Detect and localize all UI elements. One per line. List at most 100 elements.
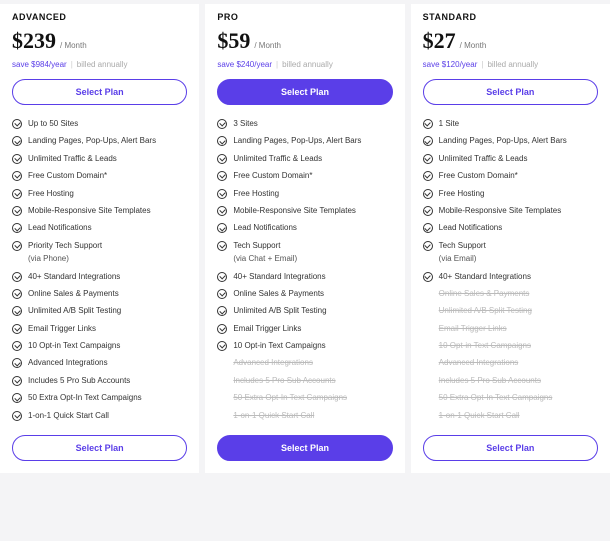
check-icon xyxy=(12,393,22,403)
feature-item: Unlimited A/B Split Testing xyxy=(12,306,187,316)
feature-sub-label: (via Email) xyxy=(439,254,477,264)
feature-item: Includes 5 Pro Sub Accounts xyxy=(423,376,598,386)
feature-item: Free Hosting xyxy=(217,189,392,199)
divider: | xyxy=(276,60,278,69)
feature-item: 1 Site xyxy=(423,119,598,129)
feature-disabled-label: Advanced Integrations xyxy=(439,358,519,368)
feature-item: Unlimited Traffic & Leads xyxy=(217,154,392,164)
feature-label: Free Custom Domain* xyxy=(439,171,518,181)
billed-label: billed annually xyxy=(77,60,128,69)
feature-label: Email Trigger Links xyxy=(28,324,96,334)
feature-disabled-label: Online Sales & Payments xyxy=(439,289,530,299)
feature-label: 40+ Standard Integrations xyxy=(439,272,531,282)
feature-item: Up to 50 Sites xyxy=(12,119,187,129)
check-icon xyxy=(423,241,433,251)
feature-item: Lead Notifications xyxy=(12,223,187,233)
feature-item: Mobile-Responsive Site Templates xyxy=(12,206,187,216)
feature-disabled-label: 50 Extra Opt-In Text Campaigns xyxy=(439,393,553,403)
check-icon xyxy=(217,154,227,164)
select-plan-button-bottom[interactable]: Select Plan xyxy=(217,435,392,461)
feature-label: Unlimited Traffic & Leads xyxy=(439,154,528,164)
feature-item: Tech Support xyxy=(217,241,392,251)
per-month-label: / Month xyxy=(60,41,87,50)
check-icon xyxy=(217,119,227,129)
feature-item: Email Trigger Links xyxy=(423,324,598,334)
price-row: $59/ Month xyxy=(217,28,392,54)
feature-label: Free Custom Domain* xyxy=(28,171,107,181)
feature-item: (via Phone) xyxy=(12,254,187,264)
feature-item: Unlimited A/B Split Testing xyxy=(217,306,392,316)
divider: | xyxy=(481,60,483,69)
feature-item: 10 Opt-in Text Campaigns xyxy=(217,341,392,351)
check-icon xyxy=(12,171,22,181)
save-label: save $120/year xyxy=(423,60,478,69)
check-icon xyxy=(217,189,227,199)
save-label: save $240/year xyxy=(217,60,272,69)
feature-label: Mobile-Responsive Site Templates xyxy=(28,206,151,216)
check-icon xyxy=(12,289,22,299)
divider: | xyxy=(71,60,73,69)
feature-item: Tech Support xyxy=(423,241,598,251)
check-icon xyxy=(217,241,227,251)
check-icon xyxy=(12,154,22,164)
feature-item: Advanced Integrations xyxy=(423,358,598,368)
feature-sub-label: (via Chat + Email) xyxy=(233,254,297,264)
check-icon xyxy=(423,119,433,129)
feature-disabled-label: 10 Opt-in Text Campaigns xyxy=(439,341,531,351)
select-plan-button-bottom[interactable]: Select Plan xyxy=(423,435,598,461)
feature-list: 3 SitesLanding Pages, Pop-Ups, Alert Bar… xyxy=(217,119,392,421)
feature-item: Includes 5 Pro Sub Accounts xyxy=(217,376,392,386)
feature-label: Landing Pages, Pop-Ups, Alert Bars xyxy=(28,136,156,146)
feature-label: Advanced Integrations xyxy=(28,358,108,368)
feature-disabled-label: 50 Extra Opt-In Text Campaigns xyxy=(233,393,347,403)
feature-item: (via Chat + Email) xyxy=(217,254,392,264)
feature-disabled-label: Email Trigger Links xyxy=(439,324,507,334)
select-plan-button[interactable]: Select Plan xyxy=(12,79,187,105)
check-icon xyxy=(12,306,22,316)
check-icon xyxy=(217,324,227,334)
plan-advanced: ADVANCED$239/ Monthsave $984/year|billed… xyxy=(0,4,199,473)
feature-label: Unlimited A/B Split Testing xyxy=(28,306,121,316)
check-icon xyxy=(12,376,22,386)
feature-label: 40+ Standard Integrations xyxy=(233,272,325,282)
check-icon xyxy=(423,189,433,199)
feature-disabled-label: Includes 5 Pro Sub Accounts xyxy=(233,376,335,386)
check-icon xyxy=(423,223,433,233)
feature-disabled-label: Unlimited A/B Split Testing xyxy=(439,306,532,316)
select-plan-button-bottom[interactable]: Select Plan xyxy=(12,435,187,461)
feature-item: Online Sales & Payments xyxy=(217,289,392,299)
check-icon xyxy=(12,411,22,421)
feature-label: Lead Notifications xyxy=(439,223,503,233)
select-plan-button[interactable]: Select Plan xyxy=(217,79,392,105)
check-icon xyxy=(217,272,227,282)
feature-label: Free Custom Domain* xyxy=(233,171,312,181)
feature-list: Up to 50 Sites Landing Pages, Pop-Ups, Al… xyxy=(12,119,187,421)
check-icon xyxy=(217,223,227,233)
select-plan-button[interactable]: Select Plan xyxy=(423,79,598,105)
check-icon xyxy=(217,136,227,146)
price-row: $27/ Month xyxy=(423,28,598,54)
feature-item: 50 Extra Opt-In Text Campaigns xyxy=(217,393,392,403)
feature-item: 10 Opt-in Text Campaigns xyxy=(423,341,598,351)
plan-pro: PRO$59/ Monthsave $240/year|billed annua… xyxy=(205,4,404,473)
feature-disabled-label: Includes 5 Pro Sub Accounts xyxy=(439,376,541,386)
check-icon xyxy=(12,206,22,216)
feature-disabled-label: 1-on-1 Quick Start Call xyxy=(439,411,520,421)
feature-label: Up to 50 Sites xyxy=(28,119,78,129)
feature-label: Unlimited Traffic & Leads xyxy=(28,154,117,164)
feature-label: 3 Sites xyxy=(233,119,257,129)
feature-item: 40+ Standard Integrations xyxy=(217,272,392,282)
feature-label: 50 Extra Opt-In Text Campaigns xyxy=(28,393,142,403)
feature-label: Online Sales & Payments xyxy=(28,289,119,299)
feature-item: Advanced Integrations xyxy=(217,358,392,368)
feature-sub-label: (via Phone) xyxy=(28,254,69,264)
feature-label: Free Hosting xyxy=(439,189,485,199)
per-month-label: / Month xyxy=(254,41,281,50)
feature-item: Email Trigger Links xyxy=(12,324,187,334)
feature-item: 3 Sites xyxy=(217,119,392,129)
feature-disabled-label: Advanced Integrations xyxy=(233,358,313,368)
feature-item: 1-on-1 Quick Start Call xyxy=(217,411,392,421)
check-icon xyxy=(12,324,22,334)
feature-item: Mobile-Responsive Site Templates xyxy=(217,206,392,216)
price: $27 xyxy=(423,28,456,54)
